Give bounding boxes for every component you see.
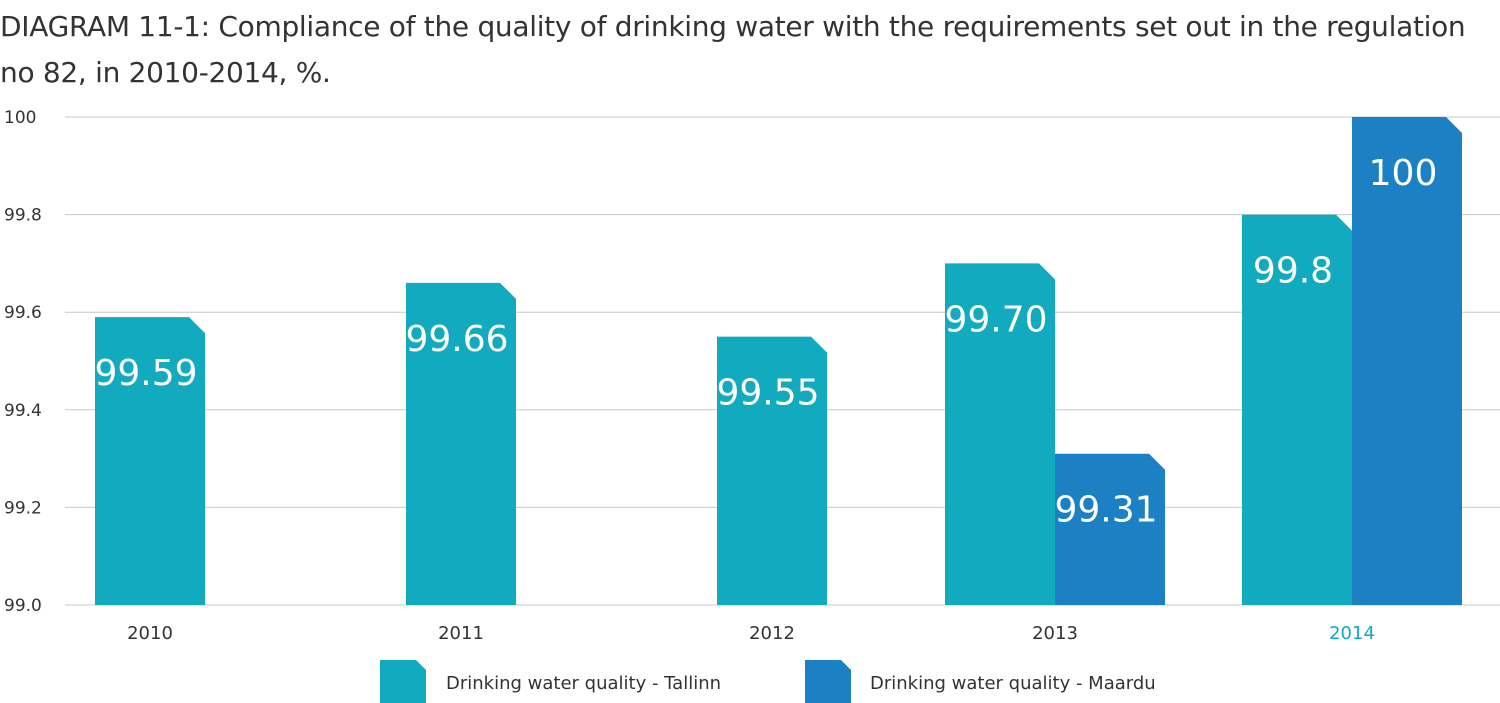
x-tick-label: 2010 <box>127 623 173 644</box>
chart-title: DIAGRAM 11-1: Compliance of the quality … <box>0 10 1466 89</box>
legend-label: Drinking water quality - Tallinn <box>446 673 721 694</box>
data-label: 99.70 <box>944 299 1047 340</box>
y-tick-label: 99.0 <box>4 596 42 616</box>
y-tick-label: 99.4 <box>4 401 42 421</box>
y-tick-label: 100 <box>4 108 36 128</box>
data-label: 99.59 <box>94 353 197 394</box>
bar-2014-series-2 <box>1352 117 1462 605</box>
x-tick-label: 2011 <box>438 623 484 644</box>
data-label: 100 <box>1369 153 1438 194</box>
x-tick-label: 2012 <box>749 623 795 644</box>
bar-2010-series-1 <box>95 317 205 605</box>
bar-2013-series-2 <box>1055 453 1165 605</box>
bars: 99.59 99.66 99.55 99.70 99.31 99.8 100 <box>94 117 1462 605</box>
data-label: 99.8 <box>1253 251 1333 292</box>
bar-2012-series-1 <box>717 336 827 605</box>
data-label: 99.31 <box>1054 490 1157 531</box>
y-tick-label: 99.6 <box>4 303 42 323</box>
legend-label: Drinking water quality - Maardu <box>870 673 1156 694</box>
legend-swatch <box>380 660 426 703</box>
data-label: 99.55 <box>716 373 819 414</box>
legend: Drinking water quality - Tallinn Drinking… <box>380 660 1156 703</box>
bar-2011-series-1 <box>406 282 516 605</box>
bar-2013-series-1 <box>945 263 1055 605</box>
data-label: 99.66 <box>405 319 508 360</box>
y-axis-ticks: 99.0 99.2 99.4 99.6 99.8 100 <box>4 108 42 616</box>
legend-swatch <box>805 660 851 703</box>
x-axis-ticks: 2010 2011 2012 2013 2014 <box>127 623 1375 644</box>
x-tick-label: 2013 <box>1032 623 1078 644</box>
y-tick-label: 99.2 <box>4 498 42 518</box>
y-tick-label: 99.8 <box>4 206 42 226</box>
x-tick-label: 2014 <box>1329 623 1375 644</box>
bar-2014-series-1 <box>1242 214 1352 605</box>
